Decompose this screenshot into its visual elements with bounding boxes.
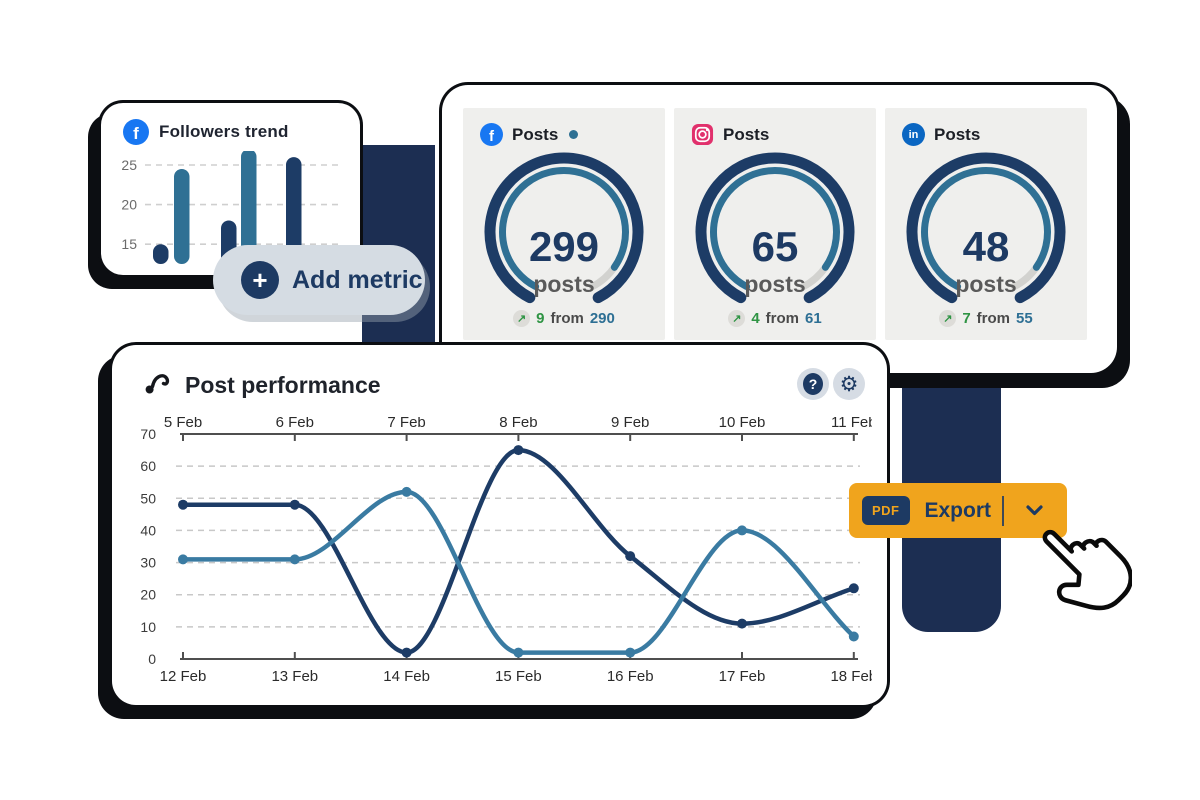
svg-text:12 Feb: 12 Feb (160, 668, 207, 685)
trend-up-icon: ↗ (728, 310, 746, 327)
posts-gauge (680, 140, 870, 310)
question-mark-icon: ? (803, 373, 823, 395)
svg-text:6 Feb: 6 Feb (276, 417, 314, 431)
change-from-label: from (976, 310, 1010, 327)
export-label: Export (924, 498, 992, 522)
posts-gauge (891, 140, 1081, 310)
change-from-value: 55 (1016, 310, 1033, 327)
svg-text:13 Feb: 13 Feb (271, 668, 318, 685)
tile-title: Posts (934, 124, 981, 144)
trend-up-icon: ↗ (939, 310, 957, 327)
svg-text:25: 25 (121, 157, 137, 173)
post-performance-icon (144, 369, 171, 401)
facebook-icon: f (123, 119, 149, 145)
chevron-down-icon[interactable] (1026, 505, 1043, 516)
svg-text:20: 20 (121, 197, 137, 213)
change-from-value: 61 (805, 310, 822, 327)
svg-text:0: 0 (148, 651, 156, 667)
followers-card-title: Followers trend (159, 122, 289, 141)
svg-text:10 Feb: 10 Feb (719, 417, 766, 431)
change-value: 9 (536, 310, 545, 327)
svg-text:70: 70 (140, 426, 156, 442)
followers-bar-chart: 25 20 15 (111, 149, 349, 278)
change-indicator: ↗ 9 from 290 (463, 310, 665, 327)
tile-title: Posts (512, 124, 559, 144)
svg-text:14 Feb: 14 Feb (383, 668, 430, 685)
help-button[interactable]: ? (797, 368, 829, 400)
change-value: 4 (751, 310, 760, 327)
change-from-value: 290 (589, 310, 615, 327)
facebook-icon: f (480, 123, 503, 146)
svg-text:11 Feb: 11 Feb (831, 417, 872, 431)
facebook-posts-tile: f Posts 299 posts ↗ 9 from 290 (463, 108, 665, 340)
export-button[interactable]: PDF Export (849, 483, 1067, 538)
svg-text:18 Feb: 18 Feb (830, 668, 872, 685)
tile-title: Posts (723, 124, 770, 144)
performance-card-title: Post performance (185, 371, 381, 398)
instagram-posts-tile: Posts 65 posts ↗ 4 from 61 (674, 108, 876, 340)
svg-text:60: 60 (140, 458, 156, 474)
svg-text:7 Feb: 7 Feb (387, 417, 425, 431)
svg-text:40: 40 (140, 522, 156, 538)
pdf-format-badge: PDF (862, 496, 910, 525)
linkedin-posts-tile: in Posts 48 posts ↗ 7 from 55 (885, 108, 1087, 340)
svg-text:20: 20 (140, 587, 156, 603)
instagram-icon (691, 123, 714, 146)
linkedin-icon: in (902, 123, 925, 146)
svg-text:16 Feb: 16 Feb (607, 668, 654, 685)
svg-text:15: 15 (121, 236, 137, 252)
change-from-label: from (765, 310, 799, 327)
add-metric-button[interactable]: + Add metric (213, 245, 425, 315)
post-performance-chart: 0 10 20 30 40 50 60 70 5 Feb 12 Feb 6 Feb 13 Feb 7 F… (130, 414, 877, 707)
change-from-label: from (550, 310, 584, 327)
svg-text:30: 30 (140, 555, 156, 571)
button-divider (1002, 495, 1004, 526)
gear-icon: ⚙ (839, 372, 859, 396)
change-value: 7 (962, 310, 971, 327)
svg-text:15 Feb: 15 Feb (495, 668, 542, 685)
svg-text:8 Feb: 8 Feb (499, 417, 537, 431)
change-indicator: ↗ 4 from 61 (674, 310, 876, 327)
add-metric-label: Add metric (292, 265, 423, 294)
active-metric-dot (569, 130, 579, 139)
trend-up-icon: ↗ (513, 310, 531, 327)
post-performance-card: Post performance 0 10 20 30 40 50 60 70 5 Feb 12 … (112, 345, 887, 705)
posts-overview-card: f Posts 299 posts ↗ 9 from 290 (442, 85, 1117, 373)
change-indicator: ↗ 7 from 55 (885, 310, 1087, 327)
svg-text:17 Feb: 17 Feb (719, 668, 766, 685)
settings-button[interactable]: ⚙ (833, 368, 865, 400)
svg-text:9 Feb: 9 Feb (611, 417, 649, 431)
plus-icon: + (241, 261, 279, 299)
svg-text:50: 50 (140, 490, 156, 506)
svg-text:5 Feb: 5 Feb (164, 417, 202, 431)
posts-gauge (469, 140, 659, 310)
svg-text:10: 10 (140, 619, 156, 635)
